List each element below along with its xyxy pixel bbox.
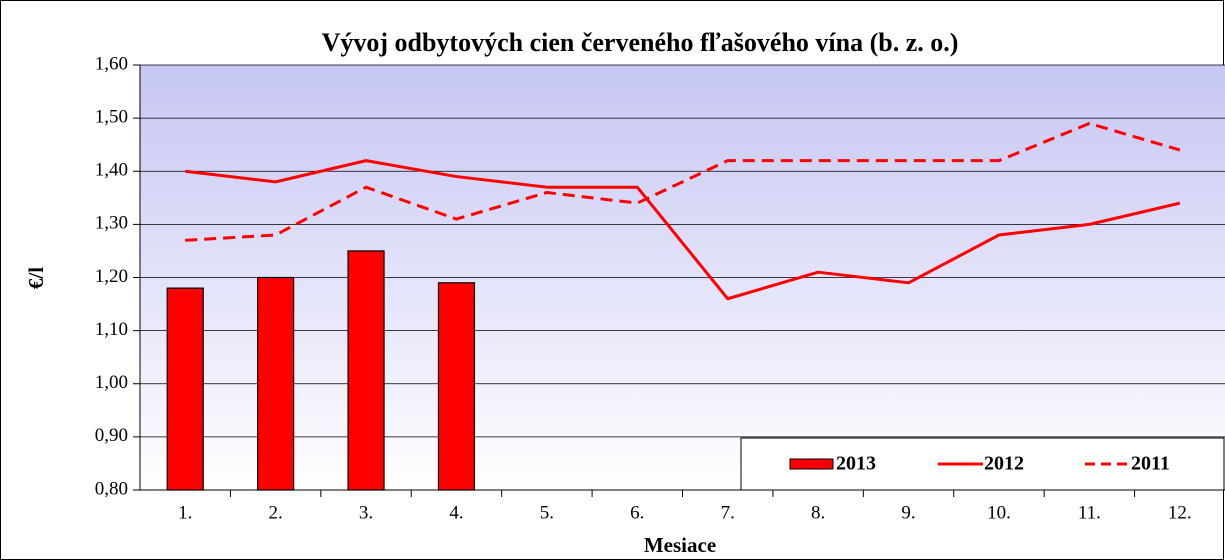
x-tick-label: 2. bbox=[269, 502, 283, 523]
x-tick-label: 3. bbox=[359, 502, 373, 523]
y-tick-label: 1,60 bbox=[95, 53, 128, 74]
x-tick-label: 12. bbox=[1168, 502, 1192, 523]
x-tick-label: 10. bbox=[987, 502, 1011, 523]
legend-swatch bbox=[789, 458, 834, 470]
x-tick-label: 9. bbox=[901, 502, 915, 523]
y-tick-label: 1,10 bbox=[95, 319, 128, 340]
x-tick-label: 7. bbox=[721, 502, 735, 523]
bar bbox=[437, 282, 476, 491]
y-tick-label: 1,20 bbox=[95, 266, 128, 287]
legend-label: 2011 bbox=[1131, 453, 1170, 475]
legend-label: 2013 bbox=[836, 453, 876, 475]
line bbox=[185, 159, 1181, 301]
x-axis-title: Mesiace bbox=[644, 533, 716, 557]
x-tick-label: 8. bbox=[811, 502, 825, 523]
chart-title: Vývoj odbytových cien červeného fľašovéh… bbox=[322, 28, 959, 57]
x-tick-label: 5. bbox=[540, 502, 554, 523]
x-tick-label: 1. bbox=[178, 502, 192, 523]
legend-label: 2012 bbox=[984, 453, 1024, 475]
bar bbox=[257, 276, 295, 491]
bar bbox=[166, 287, 204, 491]
y-tick-label: 1,00 bbox=[95, 372, 128, 393]
x-tick-label: 6. bbox=[630, 502, 644, 523]
y-axis-title: €/l bbox=[24, 267, 48, 289]
x-tick-label: 4. bbox=[449, 502, 463, 523]
y-tick-label: 1,50 bbox=[95, 106, 128, 127]
line bbox=[185, 121, 1181, 242]
y-tick-label: 1,30 bbox=[95, 213, 128, 234]
y-tick-label: 0,90 bbox=[95, 425, 128, 446]
y-tick-label: 1,40 bbox=[95, 160, 128, 181]
y-tick-label: 0,80 bbox=[95, 478, 128, 499]
x-tick-label: 11. bbox=[1078, 502, 1101, 523]
bar bbox=[347, 250, 385, 491]
